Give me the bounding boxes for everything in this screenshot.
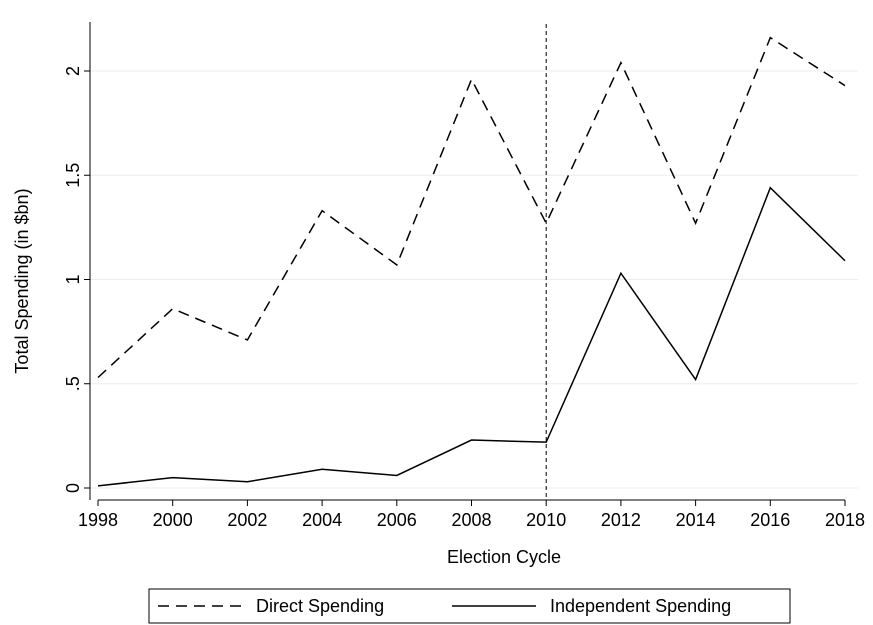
series-line-direct [97,36,846,379]
series-line-independent [97,186,846,487]
x-tick-label: 2002 [227,510,267,530]
legend-label-independent: Independent Spending [550,596,731,616]
axes [89,22,845,501]
x-tick-label: 2018 [825,510,865,530]
y-axis-title: Total Spending (in $bn) [12,188,32,373]
series-group [97,36,846,487]
y-tick-label: 1.5 [63,163,83,188]
x-tick-label: 2004 [302,510,342,530]
y-tick-label: 0 [63,483,83,493]
x-tick-label: 2016 [750,510,790,530]
x-tick-label: 2006 [377,510,417,530]
y-tick-label: 1 [63,274,83,284]
y-tick-label: .5 [63,376,83,391]
y-ticks: 0 .5 1 1.5 2 [63,66,90,493]
x-tick-label: 2010 [526,510,566,530]
x-tick-label: 1998 [78,510,118,530]
grid-lines [90,70,858,489]
x-ticks: 1998 2000 2002 2004 2006 2008 2010 2012 2014 2016… [78,500,865,530]
x-tick-label: 2008 [451,510,491,530]
x-tick-label: 2012 [601,510,641,530]
x-tick-label: 2014 [676,510,716,530]
y-tick-label: 2 [63,66,83,76]
x-axis-title: Election Cycle [447,547,561,567]
legend-label-direct: Direct Spending [256,596,384,616]
x-tick-label: 2000 [153,510,193,530]
legend: Direct Spending Independent Spending [148,588,791,624]
